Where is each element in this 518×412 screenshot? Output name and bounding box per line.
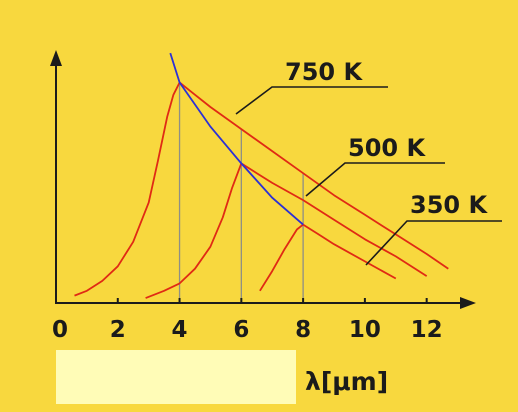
leader-500k <box>305 162 445 197</box>
x-tick-label-0: 0 <box>52 317 68 343</box>
y-axis-arrow <box>50 50 62 66</box>
peak-locus <box>169 52 304 226</box>
x-tick-label-6: 6 <box>233 317 249 343</box>
x-axis-arrow <box>460 297 476 309</box>
x-tick-label-12: 12 <box>411 317 443 343</box>
x-tick-label-10: 10 <box>349 317 381 343</box>
x-tick-label-2: 2 <box>110 317 126 343</box>
label-500k: 500 K <box>348 134 426 162</box>
curve-350k <box>259 223 397 292</box>
peak-locus-line <box>169 52 304 226</box>
spectral-curves <box>74 81 449 299</box>
label-350k: 350 K <box>410 191 488 219</box>
x-tick-label-8: 8 <box>295 317 311 343</box>
curve-500k <box>145 162 428 299</box>
label-750k: 750 K <box>285 58 363 86</box>
axes <box>50 50 476 309</box>
x-tick-label-4: 4 <box>172 317 188 343</box>
x-axis-label: λ[μm] <box>305 367 388 396</box>
curve-750k <box>74 81 449 297</box>
label-leaders <box>235 86 502 266</box>
leader-750k <box>235 86 388 115</box>
leader-350k <box>365 220 502 266</box>
peak-marker-lines <box>178 82 304 303</box>
x-ticks: 0 2 4 6 8 10 12 <box>52 298 443 343</box>
blank-label-box <box>56 350 296 404</box>
